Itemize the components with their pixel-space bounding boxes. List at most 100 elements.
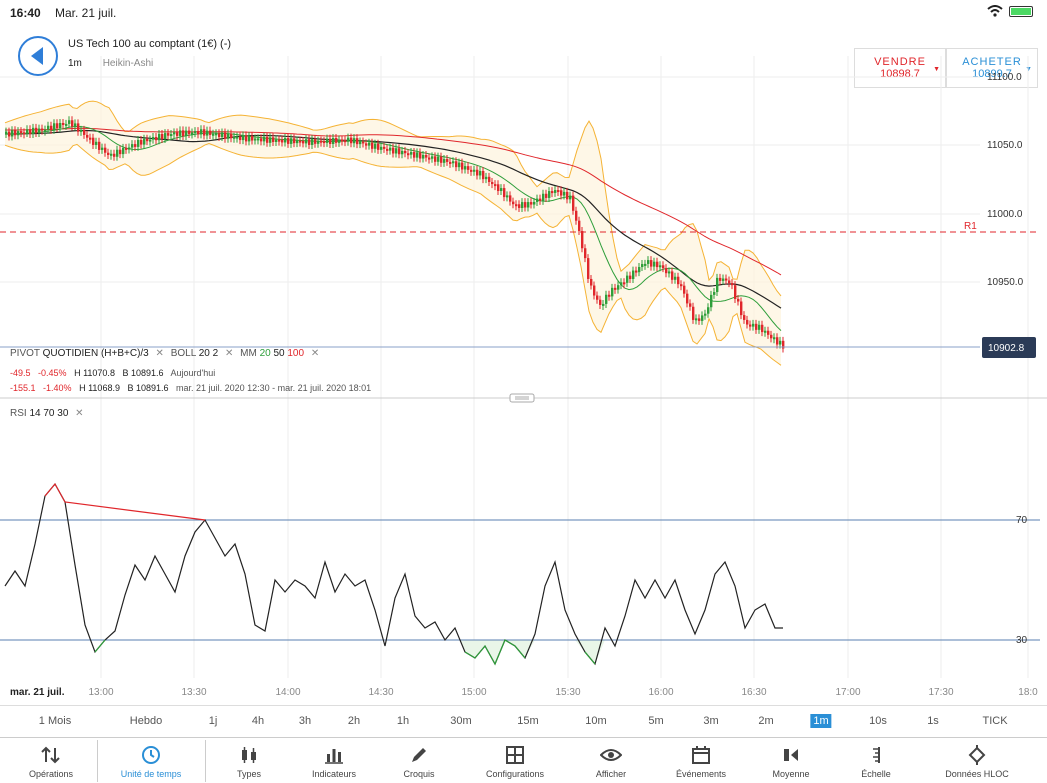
remove-mm-icon[interactable]: ✕: [310, 348, 320, 359]
candle: [524, 202, 527, 208]
toolbar-label: Données HLOC: [945, 769, 1009, 779]
candle: [191, 132, 194, 135]
candle: [551, 191, 554, 194]
remove-pivot-icon[interactable]: ✕: [155, 348, 164, 359]
timeframe-10m[interactable]: 10m: [585, 715, 607, 727]
candle: [746, 319, 749, 325]
candle: [206, 130, 209, 136]
candle: [176, 132, 179, 136]
back-arrow-icon: [30, 47, 43, 65]
timeframe-3m[interactable]: 3m: [703, 715, 719, 727]
candle: [77, 123, 80, 132]
toolbar-label: Événements: [675, 769, 727, 779]
buy-button[interactable]: ACHETER 10899.7 ▼: [946, 48, 1038, 88]
timeframe-2h[interactable]: 2h: [347, 715, 361, 727]
toolbar-label: Configurations: [485, 769, 545, 779]
toolbar-scale[interactable]: Échelle: [828, 738, 924, 783]
candle: [431, 156, 434, 159]
pivot-formula: (H+B+C)/3: [100, 348, 149, 359]
candle: [668, 271, 671, 274]
timeframe-tick[interactable]: TICK: [982, 715, 1008, 727]
price-chart[interactable]: R1 11100.0 11050.0 11000.0 10950.0 10902…: [0, 56, 1047, 704]
candle: [56, 123, 59, 129]
candle: [47, 125, 50, 130]
timeframe-30m[interactable]: 30m: [450, 715, 472, 727]
toolbar-candles[interactable]: Types: [201, 738, 297, 783]
candle: [266, 136, 269, 143]
toolbar-bars[interactable]: Indicateurs: [286, 738, 382, 783]
candle: [659, 265, 662, 268]
candle: [347, 137, 350, 142]
toolbar-layout[interactable]: Configurations: [467, 738, 563, 783]
candle: [134, 144, 137, 147]
candle: [674, 276, 677, 280]
time-tick: 18:0: [1018, 687, 1038, 698]
candle: [626, 275, 629, 283]
candle: [419, 152, 422, 159]
timeframe-10s[interactable]: 10s: [869, 715, 887, 727]
timeframe-5m[interactable]: 5m: [648, 715, 664, 727]
candle: [233, 136, 236, 139]
range-change-pct: -1.40%: [43, 383, 72, 393]
status-date: Mar. 21 juil.: [55, 6, 117, 20]
candle: [362, 141, 365, 144]
battery-icon: [1009, 5, 1033, 17]
toolbar-crosshair[interactable]: Données HLOC: [929, 738, 1025, 783]
toolbar-clock[interactable]: Unité de temps: [103, 738, 199, 783]
toolbar-pencil[interactable]: Croquis: [371, 738, 467, 783]
toolbar-eye[interactable]: Afficher: [563, 738, 659, 783]
clock-icon: [141, 744, 161, 766]
toolbar-arrows-updown[interactable]: Opérations: [3, 738, 99, 783]
instrument-title: US Tech 100 au comptant (1€) (-): [68, 38, 232, 50]
timeframe-15m[interactable]: 15m: [517, 715, 539, 727]
candle: [470, 169, 473, 172]
candle: [413, 152, 416, 158]
candle: [389, 147, 392, 151]
sell-caret-icon: ▼: [933, 66, 940, 73]
timeframe-3h[interactable]: 3h: [298, 715, 312, 727]
candle: [434, 156, 437, 162]
candle: [611, 287, 614, 297]
candle: [740, 301, 743, 316]
candle: [650, 260, 653, 267]
candle: [323, 141, 326, 144]
candle: [68, 120, 71, 124]
candle: [122, 147, 125, 155]
timeframe-1h[interactable]: 1h: [396, 715, 410, 727]
chart-type-label: Heikin-Ashi: [102, 58, 154, 69]
toolbar-calendar[interactable]: Événements: [653, 738, 749, 783]
timeframe-2m[interactable]: 2m: [758, 715, 774, 727]
candle: [416, 152, 419, 158]
candle: [656, 261, 659, 268]
candle: [38, 128, 41, 133]
remove-rsi-icon[interactable]: ✕: [75, 408, 84, 419]
candle: [281, 139, 284, 143]
timeframe-hebdo[interactable]: Hebdo: [129, 715, 163, 727]
rsi-legend: RSI 14 70 30 ✕: [10, 408, 88, 419]
candle: [83, 129, 86, 135]
timeframe-4h[interactable]: 4h: [251, 715, 265, 727]
candle: [287, 138, 290, 144]
mm-50: 50: [273, 348, 285, 359]
rsi-upper: 70: [43, 408, 55, 419]
timeframe-1-mois[interactable]: 1 Mois: [38, 715, 72, 727]
pivot-name: PIVOT: [10, 348, 40, 359]
daily-high: H 11070.8: [74, 368, 115, 378]
candle: [602, 303, 605, 306]
candle: [404, 150, 407, 154]
candle: [395, 148, 398, 154]
range-high: H 11068.9: [79, 383, 120, 393]
candle: [449, 161, 452, 164]
candle: [209, 130, 212, 135]
candle: [224, 132, 227, 139]
timeframe-1m[interactable]: 1m: [810, 714, 832, 728]
rsi-overbought-line: [44, 482, 206, 521]
back-button[interactable]: [18, 36, 58, 76]
timeframe-1s[interactable]: 1s: [927, 715, 939, 727]
candle: [386, 148, 389, 151]
timeframe-1j[interactable]: 1j: [208, 715, 218, 727]
toolbar-marker[interactable]: Moyenne: [743, 738, 839, 783]
pane-resize-handle[interactable]: [509, 393, 535, 403]
candle: [536, 198, 539, 202]
remove-boll-icon[interactable]: ✕: [224, 348, 234, 359]
